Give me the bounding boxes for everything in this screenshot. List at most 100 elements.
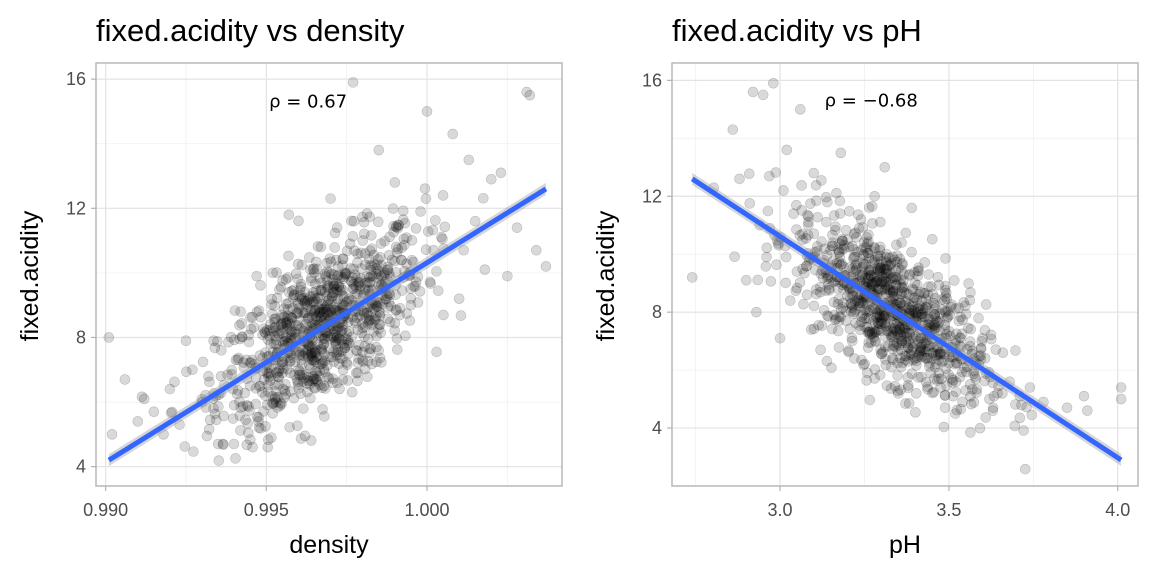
data-point <box>399 217 411 229</box>
plot-background <box>672 63 1138 486</box>
data-point <box>885 383 897 394</box>
data-point <box>955 403 967 415</box>
data-point <box>389 255 400 267</box>
data-point <box>302 339 314 351</box>
data-point <box>891 288 903 300</box>
data-point <box>316 346 328 358</box>
data-point <box>347 311 359 323</box>
data-point <box>275 319 287 331</box>
data-point <box>919 352 931 364</box>
data-point <box>391 304 402 316</box>
data-point <box>906 305 918 316</box>
data-point <box>271 339 282 350</box>
data-point <box>296 354 307 366</box>
data-point <box>293 364 304 376</box>
data-point <box>264 330 275 342</box>
data-point <box>848 252 859 263</box>
data-point <box>887 291 899 302</box>
data-point <box>900 350 912 362</box>
data-point <box>332 261 344 272</box>
data-point <box>927 347 939 359</box>
data-point <box>203 370 214 382</box>
data-point <box>164 383 176 395</box>
data-point <box>816 320 828 332</box>
data-point <box>879 278 891 290</box>
data-point <box>266 299 278 310</box>
data-point <box>226 369 237 380</box>
data-point <box>297 369 308 381</box>
data-point <box>879 310 891 321</box>
data-point <box>352 288 363 300</box>
data-point <box>337 253 349 265</box>
data-point <box>294 365 306 377</box>
data-point <box>729 251 740 263</box>
data-point <box>284 421 295 433</box>
data-point <box>896 286 908 297</box>
y-axis-title: fixed.acidity <box>592 210 620 341</box>
data-point <box>337 374 349 385</box>
data-point <box>780 251 792 263</box>
data-point <box>876 325 887 336</box>
data-point <box>304 363 316 374</box>
data-point <box>831 187 842 199</box>
data-point <box>304 375 315 387</box>
data-point <box>357 356 369 367</box>
data-point <box>833 342 845 353</box>
data-point <box>891 326 903 337</box>
data-point <box>331 222 343 233</box>
data-point <box>1115 382 1127 393</box>
data-point <box>234 410 246 421</box>
data-point <box>865 269 876 281</box>
data-point <box>355 263 367 274</box>
data-point <box>821 250 833 261</box>
data-point <box>391 221 402 233</box>
data-point <box>245 434 256 446</box>
data-point <box>303 294 314 306</box>
data-point <box>892 388 904 399</box>
data-point <box>938 355 949 366</box>
data-point <box>360 284 371 296</box>
data-point <box>394 309 406 321</box>
data-point <box>267 323 279 334</box>
data-point <box>387 203 399 214</box>
data-point <box>298 292 310 304</box>
data-point <box>320 271 332 282</box>
data-point <box>377 298 388 310</box>
data-point <box>251 411 263 423</box>
data-point <box>844 323 856 335</box>
data-point <box>397 205 409 217</box>
data-point <box>980 412 991 423</box>
data-point <box>293 383 305 394</box>
data-point <box>315 284 327 296</box>
data-point <box>316 285 328 296</box>
data-point <box>794 230 806 241</box>
data-point <box>933 317 944 329</box>
data-point <box>880 276 892 288</box>
data-point <box>929 299 941 311</box>
data-point <box>257 329 268 341</box>
data-point <box>957 314 968 326</box>
data-point <box>314 379 326 391</box>
data-point <box>892 357 903 369</box>
data-point <box>235 425 246 436</box>
data-point <box>369 259 380 271</box>
data-point <box>373 265 384 277</box>
data-point <box>371 301 383 312</box>
data-point <box>286 285 298 297</box>
data-point <box>905 347 917 358</box>
data-point <box>373 345 384 356</box>
data-point <box>132 416 144 427</box>
data-point <box>920 346 931 357</box>
data-point <box>297 376 309 387</box>
data-point <box>365 264 377 276</box>
data-point <box>326 291 338 303</box>
data-point <box>357 322 369 334</box>
y-tick-label: 8 <box>76 327 86 347</box>
data-point <box>305 435 317 446</box>
data-point <box>916 308 928 320</box>
data-point <box>295 388 307 400</box>
data-point <box>761 242 773 254</box>
data-point <box>294 369 305 381</box>
data-point <box>980 299 992 310</box>
